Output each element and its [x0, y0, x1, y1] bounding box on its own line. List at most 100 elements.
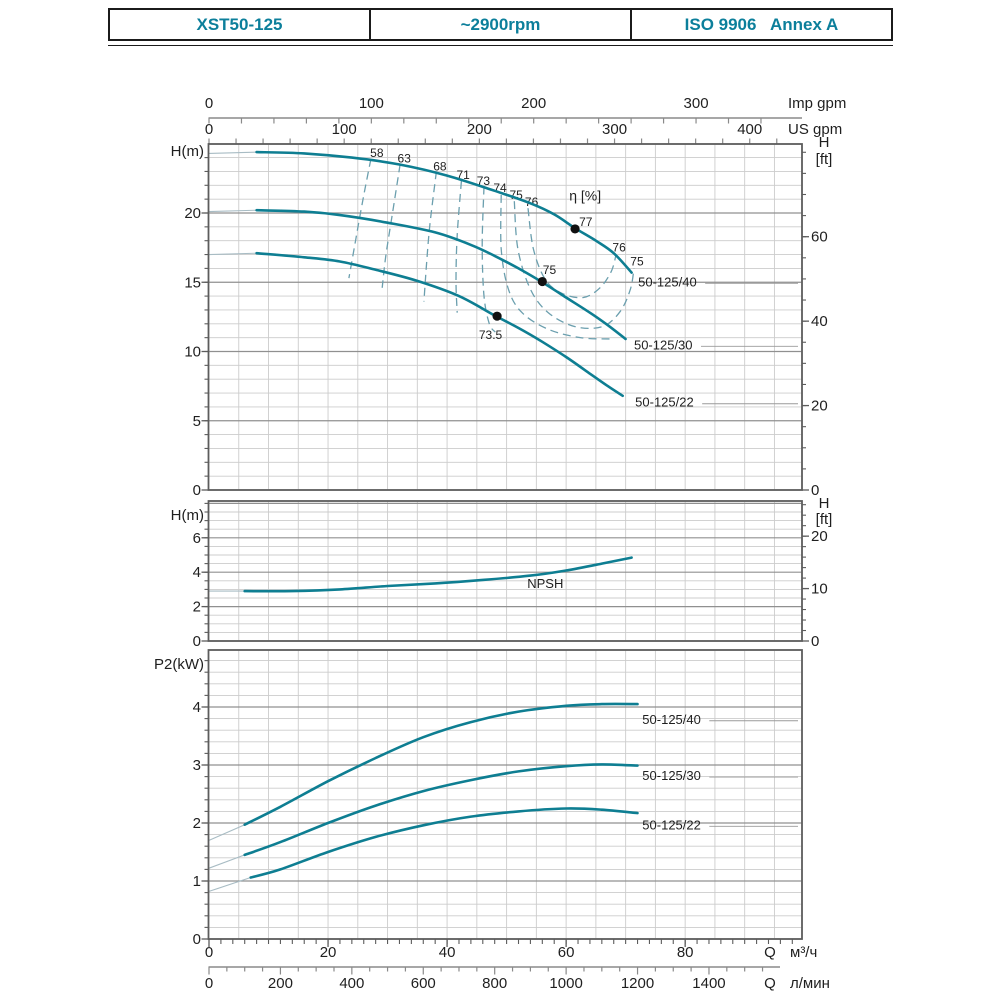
efficiency-point-label: 75	[543, 263, 557, 277]
us-gpm-tick-label: 300	[602, 121, 627, 138]
curve-leadin-50-125/30	[208, 854, 245, 869]
efficiency-contour-label: 68	[433, 160, 447, 174]
curve-leadin-50-125/30	[208, 209, 257, 213]
efficiency-point-75	[537, 276, 547, 287]
left-axis-tick-label: 2	[193, 599, 201, 616]
left-axis-tick-label: 20	[184, 205, 201, 222]
pump-curve-50-125/30	[255, 208, 627, 341]
left-axis-tick-label: 2	[193, 815, 201, 832]
efficiency-contour-76	[527, 208, 617, 299]
left-axis-tick-label: 4	[193, 564, 201, 581]
efficiency-contour-63	[381, 164, 401, 288]
lmin-tick-label: 1200	[621, 975, 654, 992]
m3h-tick-label: 80	[677, 944, 694, 961]
flow-symbol-m3h: Q	[764, 944, 776, 961]
curve-label-NPSH: NPSH	[527, 576, 563, 591]
pump-curve-50-125/40	[255, 150, 633, 274]
right-axis-tick-label: 20	[811, 528, 828, 545]
pump-curve-50-125/22	[255, 251, 624, 398]
y-axis-title: H(m)	[171, 143, 204, 160]
right-axis-ft: 0 10 20 H[ft]	[802, 495, 832, 650]
header-standard: ISO 9906 Annex A	[630, 10, 891, 39]
efficiency-point-label: 77	[579, 215, 593, 229]
lmin-tick-label: 1000	[549, 975, 582, 992]
curve-label-50-125/30: 50-125/30	[642, 768, 701, 783]
right-axis-tick-label: 60	[811, 229, 828, 246]
left-axis-tick-label: 3	[193, 757, 201, 774]
efficiency-point-77	[570, 224, 580, 234]
curve-leadin-50-125/22	[208, 252, 257, 256]
efficiency-contour-label: 63	[398, 151, 412, 165]
y-axis-title: P2(kW)	[154, 656, 204, 673]
left-axis: 0 1 2 3 4 P2(kW)	[154, 656, 209, 948]
left-axis-tick-label: 6	[193, 530, 201, 547]
left-axis: 0 5 10 15 20 H(m)	[171, 143, 209, 499]
lmin-tick-label: 200	[268, 975, 293, 992]
left-axis-tick-label: 15	[184, 274, 201, 291]
us-gpm-unit-label: US gpm	[788, 121, 842, 138]
right-axis-title-ft: [ft]	[816, 151, 833, 168]
us-gpm-tick-label: 200	[467, 121, 492, 138]
chart-grid	[209, 650, 802, 939]
imp-gpm-unit-label: Imp gpm	[788, 95, 846, 112]
left-axis-tick-label: 10	[184, 344, 201, 361]
curve-label-50-125/30: 50-125/30	[634, 337, 693, 352]
chart-power-curves: 50-125/40 50-125/30 50-125/22 0 1 2 3 4 P2(kW)	[154, 649, 803, 948]
imp-gpm-tick-label: 200	[521, 95, 546, 112]
left-axis: 0 2 4 6 H(m)	[171, 502, 209, 650]
curve-leadin-50-125/40	[208, 151, 257, 154]
flow-symbol-lmin: Q	[764, 975, 776, 992]
left-axis-tick-label: 4	[193, 699, 201, 716]
lmin-tick-label: 400	[339, 975, 364, 992]
efficiency-contour-label: 76	[612, 241, 626, 255]
left-axis-tick-label: 0	[193, 482, 201, 499]
chart-grid	[209, 501, 802, 641]
left-axis-tick-label: 5	[193, 413, 201, 430]
m3h-tick-label: 60	[558, 944, 575, 961]
lmin-tick-label: 800	[482, 975, 507, 992]
curve-leadin-50-125/40	[208, 824, 245, 841]
efficiency-contour-75	[513, 201, 635, 330]
efficiency-contour-label: 58	[370, 146, 384, 160]
right-axis-tick-label: 0	[811, 633, 819, 650]
curve-leadin-50-125/22	[208, 876, 251, 892]
right-axis-title-ft: [ft]	[816, 511, 833, 528]
left-axis-tick-label: 0	[193, 931, 201, 948]
m3h-tick-label: 0	[205, 944, 213, 961]
imp-gpm-tick-label: 300	[684, 95, 709, 112]
efficiency-contour-74	[500, 194, 613, 340]
header-underline	[108, 45, 893, 46]
lmin-tick-label: 0	[205, 975, 213, 992]
pump-curve-50-125/40	[243, 702, 639, 826]
m3h-unit-label: м³/ч	[790, 944, 817, 961]
lmin-tick-label: 600	[411, 975, 436, 992]
imp-gpm-tick-label: 0	[205, 95, 213, 112]
efficiency-point-label: 73.5	[479, 328, 503, 342]
right-axis-tick-label: 0	[811, 482, 819, 499]
right-axis-tick-label: 20	[811, 398, 828, 415]
imp-gpm-tick-label: 100	[359, 95, 384, 112]
m3h-tick-label: 40	[439, 944, 456, 961]
curve-label-50-125/22: 50-125/22	[635, 395, 694, 410]
pump-curve-NPSH	[243, 556, 633, 593]
efficiency-contour-71	[455, 181, 463, 313]
left-axis-tick-label: 0	[193, 633, 201, 650]
chart-grid	[209, 144, 802, 490]
right-axis-ft: 0 20 40 60 H[ft]	[802, 134, 832, 499]
curve-label-50-125/40: 50-125/40	[638, 274, 697, 289]
left-axis-tick-label: 1	[193, 873, 201, 890]
right-axis-tick-label: 10	[811, 581, 828, 598]
pump-curve-50-125/30	[243, 763, 639, 857]
right-axis-title-h: H	[819, 495, 830, 512]
header-model: XST50-125	[196, 14, 283, 34]
top-flow-axes: 0 100 200 300 Imp gpm 0 100 200 300 400 US gpm	[205, 95, 846, 144]
chart-frame	[207, 143, 803, 491]
us-gpm-tick-label: 100	[332, 121, 357, 138]
y-axis-title: H(m)	[171, 507, 204, 524]
chart-frame	[207, 649, 803, 940]
us-gpm-tick-label: 400	[737, 121, 762, 138]
efficiency-legend: η [%]	[569, 187, 601, 203]
